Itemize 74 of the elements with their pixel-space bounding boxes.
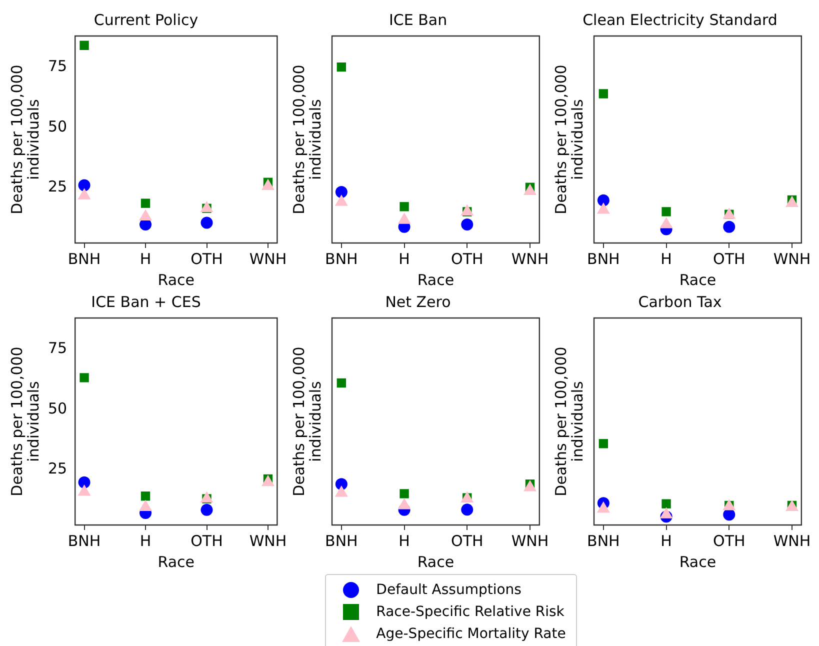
x-tick-label: OTH — [713, 250, 746, 268]
x-tick-label: H — [660, 250, 672, 268]
x-tick-label: H — [398, 250, 410, 268]
x-axis-title: Race — [679, 552, 716, 571]
point — [598, 439, 608, 448]
y-tick-label: 75 — [48, 57, 68, 76]
point — [200, 216, 213, 229]
x-tick-label: OTH — [190, 532, 223, 550]
point — [78, 476, 90, 488]
x-tick-label: OTH — [190, 250, 223, 268]
point — [723, 508, 736, 521]
point — [723, 220, 736, 233]
x-tick-label: WNH — [511, 250, 549, 268]
x-tick-label: BNH — [587, 532, 620, 550]
point — [200, 504, 213, 516]
x-tick-label: WNH — [773, 532, 811, 550]
point — [461, 504, 474, 516]
legend-label: Race-Specific Relative Risk — [376, 604, 564, 620]
legend-label: Default Assumptions — [376, 582, 522, 598]
y-tick-label: 50 — [48, 399, 68, 418]
y-axis-title: Deaths per 100,000 individuals — [290, 64, 325, 214]
point — [140, 492, 150, 501]
x-tick-label: H — [140, 250, 152, 268]
x-axis-title: Race — [158, 270, 195, 289]
chart-title: Net Zero — [385, 292, 451, 311]
x-tick-label: BNH — [68, 532, 101, 550]
point — [598, 89, 608, 98]
y-axis-title: Deaths per 100,000 individuals — [552, 64, 587, 214]
point — [662, 499, 671, 508]
y-tick-label: 50 — [48, 117, 68, 136]
x-axis-title: Race — [417, 552, 454, 571]
point — [662, 207, 671, 216]
chart-title: Carbon Tax — [638, 292, 722, 311]
point — [400, 489, 409, 498]
point — [335, 478, 348, 490]
x-tick-label: OTH — [451, 532, 484, 550]
x-tick-label: BNH — [68, 250, 101, 268]
y-tick-label: 75 — [48, 339, 68, 358]
x-tick-label: BNH — [587, 250, 620, 268]
chart-title: ICE Ban + CES — [91, 292, 201, 311]
point — [335, 186, 348, 198]
point — [140, 198, 150, 208]
point — [78, 179, 90, 192]
x-tick-label: BNH — [325, 250, 358, 268]
y-axis-title: Deaths per 100,000 individuals — [8, 64, 43, 214]
y-axis-title: Deaths per 100,000 individuals — [8, 346, 43, 496]
point — [461, 218, 474, 230]
x-axis-title: Race — [158, 552, 195, 571]
chart-title: Clean Electricity Standard — [582, 10, 778, 29]
x-axis-title: Race — [679, 270, 716, 289]
point — [80, 40, 89, 50]
x-axis-title: Race — [417, 270, 454, 289]
point — [80, 373, 89, 382]
x-tick-label: WNH — [249, 250, 287, 268]
x-tick-label: WNH — [249, 532, 287, 550]
y-tick-label: 25 — [48, 460, 68, 478]
chart-title: Current Policy — [94, 10, 198, 29]
point — [336, 62, 346, 72]
point — [597, 194, 610, 206]
y-tick-label: 25 — [48, 178, 68, 196]
x-tick-label: WNH — [773, 250, 811, 268]
x-tick-label: H — [398, 532, 410, 550]
point — [336, 378, 346, 388]
chart-title: ICE Ban — [388, 10, 448, 29]
x-tick-label: H — [660, 532, 672, 550]
x-tick-label: WNH — [511, 532, 549, 550]
x-tick-label: H — [140, 532, 152, 550]
legend-label: Age-Specific Mortality Rate — [376, 626, 566, 642]
x-tick-label: BNH — [325, 532, 358, 550]
x-tick-label: OTH — [713, 532, 746, 550]
y-axis-title: Deaths per 100,000 individuals — [552, 346, 587, 496]
x-tick-label: OTH — [451, 250, 484, 268]
point — [400, 202, 409, 212]
y-axis-title: Deaths per 100,000 individuals — [290, 346, 325, 496]
